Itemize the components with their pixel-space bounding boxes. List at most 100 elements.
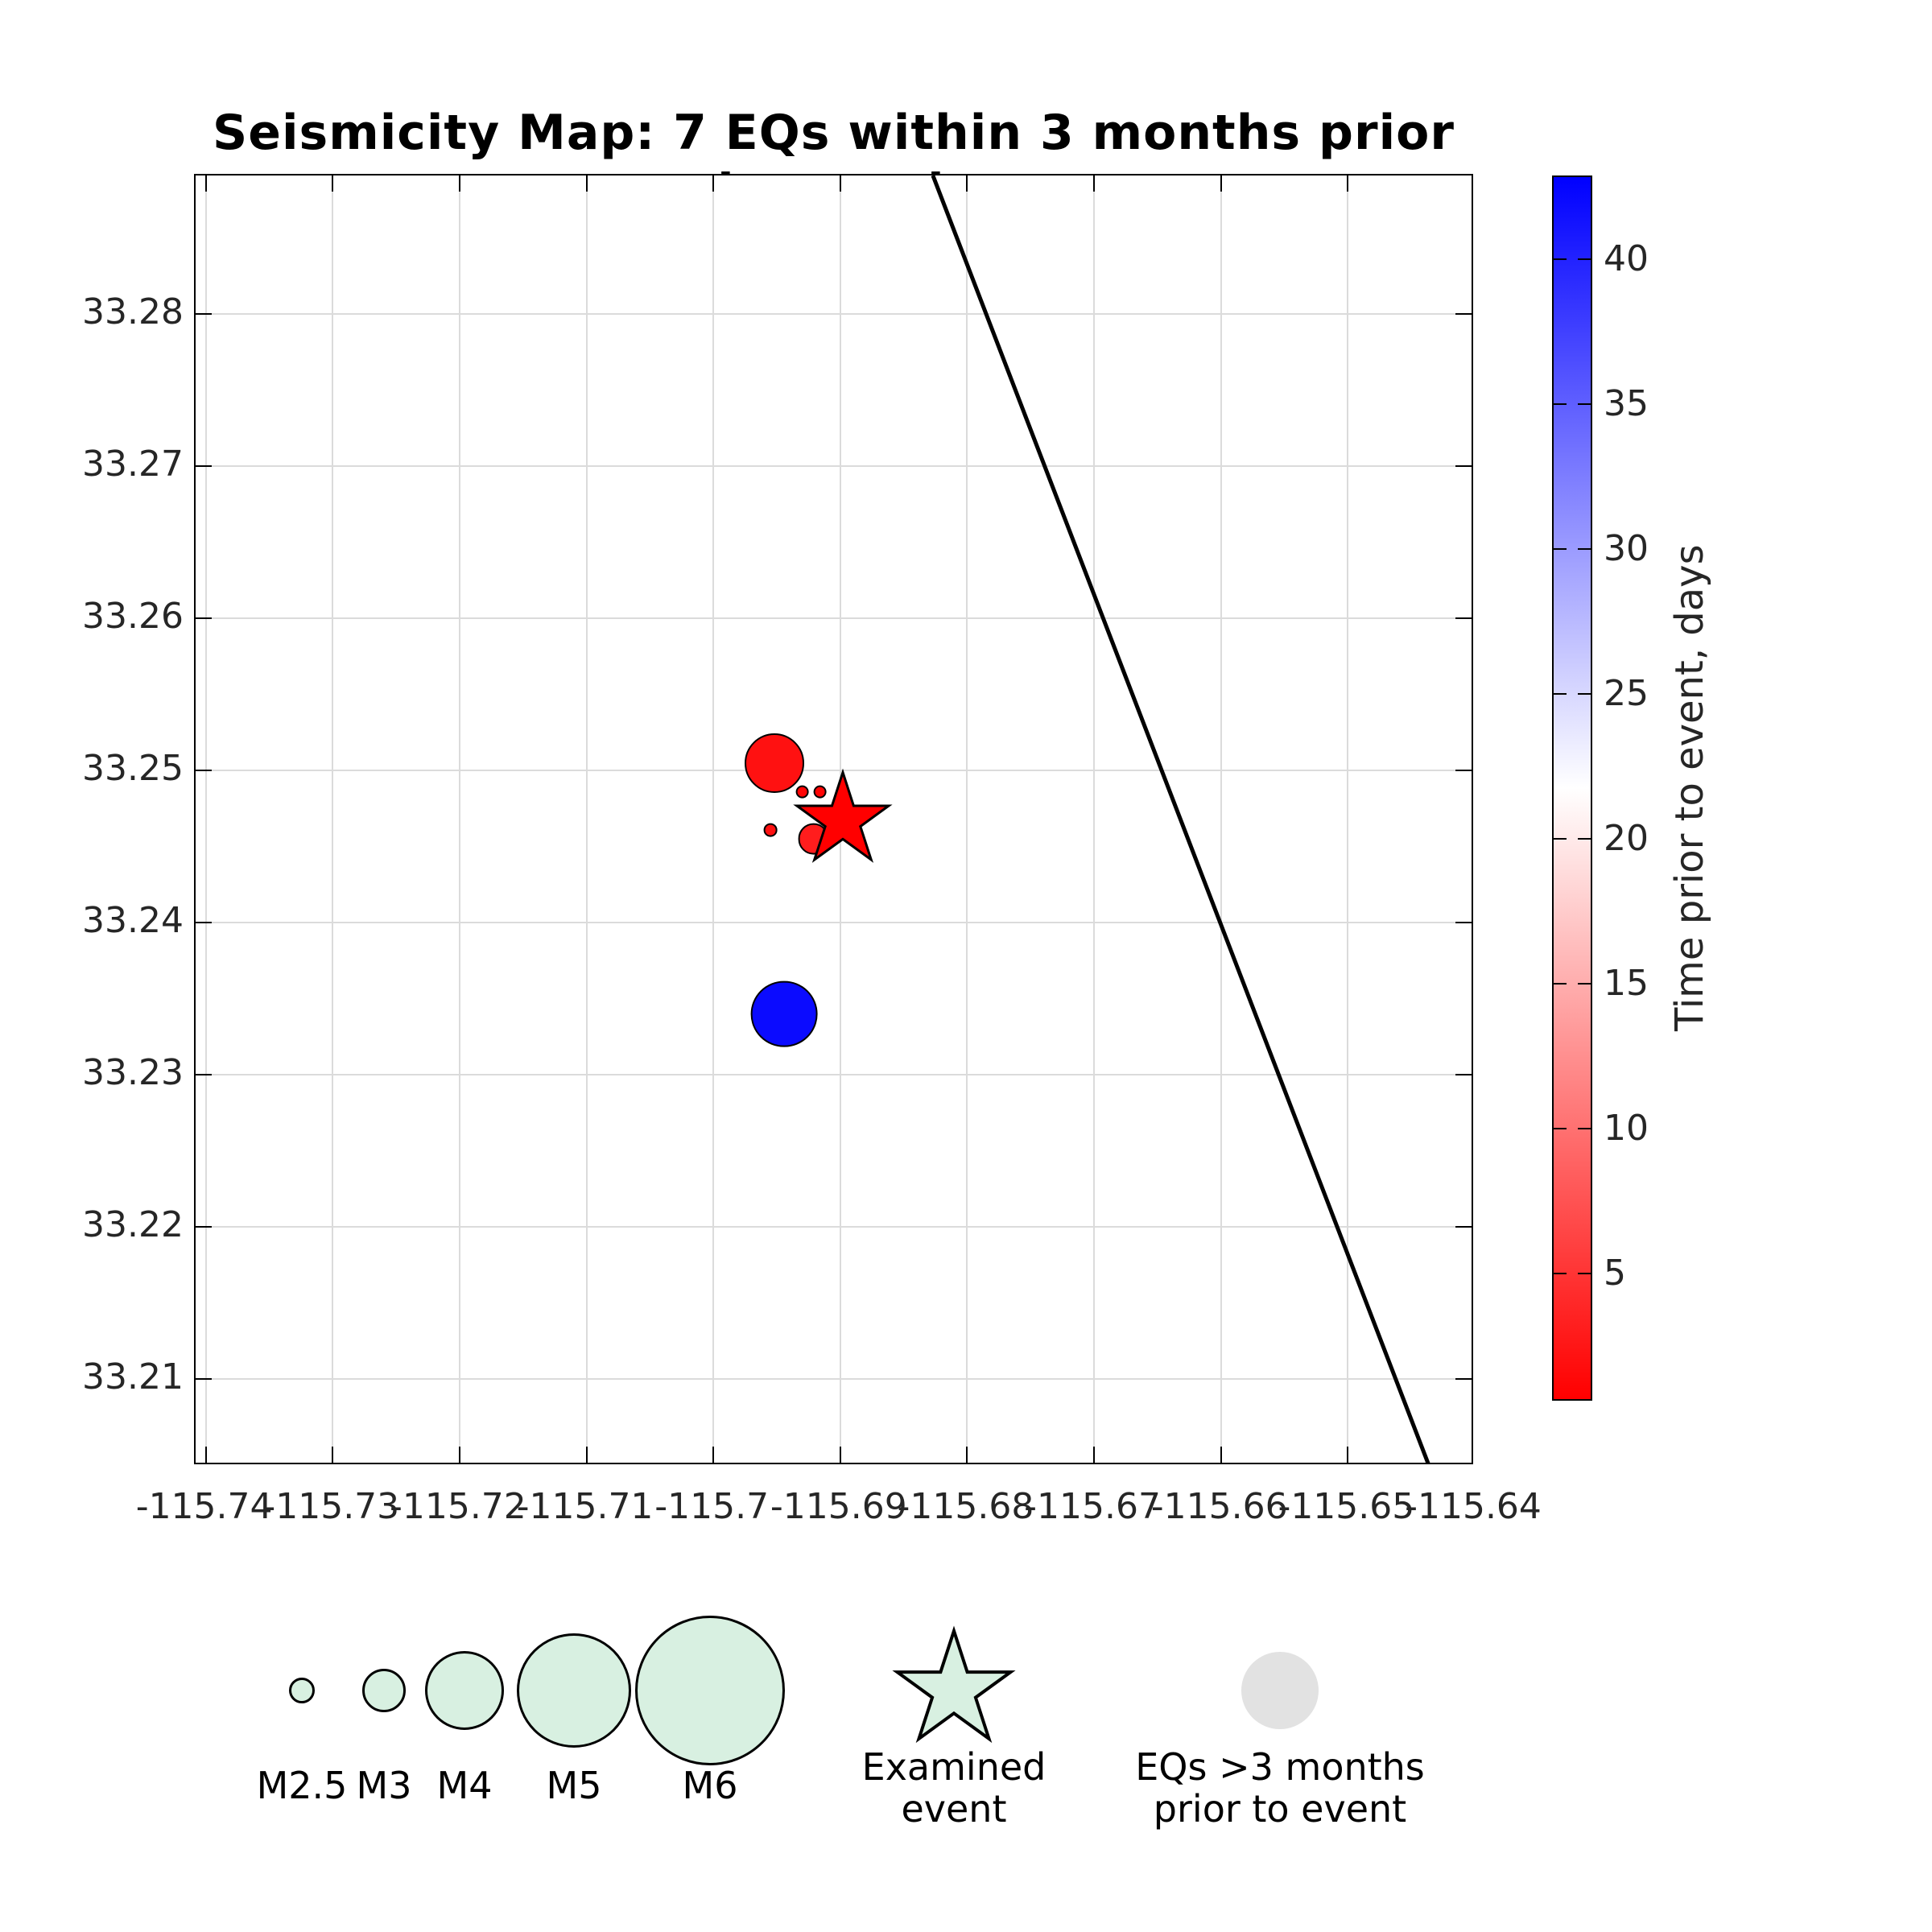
legend-old-eqs-circle [1241,1652,1319,1729]
colorbar-tick-mark [1578,258,1591,261]
gridline-horizontal [196,1226,1472,1228]
colorbar-tick-mark [1554,1127,1567,1129]
axis-tick-mark [1455,465,1472,468]
axis-tick-mark [1455,770,1472,772]
axis-tick-mark [1455,1378,1472,1381]
y-axis-tick-label: 33.25 [82,748,184,790]
fault-line-layer [931,175,1430,1463]
axis-tick-mark [196,465,212,468]
axis-tick-mark [332,175,334,192]
axis-tick-mark [1455,313,1472,316]
axis-tick-mark [712,175,715,192]
examined-event-layer [793,768,893,863]
legend-magnitude-circle [362,1669,406,1712]
gridline-horizontal [196,922,1472,924]
colorbar-tick-mark [1554,837,1567,840]
gridline-horizontal [196,770,1472,772]
y-axis-tick-label: 33.27 [82,444,184,485]
legend-old-eqs-label: EQs >3 months prior to event [1079,1746,1481,1830]
legend-magnitude-circle [517,1633,631,1748]
colorbar-tick-label: 40 [1604,238,1649,280]
axis-tick-mark [1220,175,1222,192]
earthquake-marker [744,733,804,793]
legend-old-eqs-label-line: prior to event [1153,1787,1407,1831]
legend-magnitude-circle [635,1616,785,1765]
earthquake-marker [795,785,809,799]
x-axis-tick-label: -115.64 [1405,1486,1542,1527]
axis-tick-mark [204,1447,207,1463]
gridline-vertical [332,175,334,1463]
y-axis-tick-label: 33.22 [82,1204,184,1246]
colorbar [1552,175,1592,1401]
colorbar-tick-label: 20 [1604,817,1649,859]
colorbar-tick-label: 30 [1604,528,1649,570]
colorbar-tick-label: 25 [1604,673,1649,715]
colorbar-tick-mark [1578,403,1591,406]
axis-tick-mark [1347,1447,1349,1463]
colorbar-tick-mark [1554,403,1567,406]
legend-old-eqs-label-line: EQs >3 months [1135,1745,1425,1789]
x-axis-tick-label: -115.7 [654,1486,770,1527]
axis-tick-mark [196,1378,212,1381]
colorbar-tick-label: 35 [1604,383,1649,425]
gridline-horizontal [196,617,1472,620]
earthquake-marker [763,823,778,837]
y-axis-tick-label: 33.28 [82,291,184,333]
colorbar-tick-mark [1554,982,1567,985]
axis-tick-mark [196,922,212,924]
magnitude-legend: M2.5 M3 M4 M5 M6 Examined event EQs >3 months pr… [0,1578,1932,1932]
x-axis-tick-label: -115.74 [135,1486,273,1527]
gridline-vertical [458,175,460,1463]
legend-magnitude-label: M6 [682,1764,738,1807]
colorbar-tick-mark [1554,693,1567,696]
axis-tick-mark [196,770,212,772]
axis-tick-mark [1455,617,1472,620]
colorbar-tick-mark [1578,693,1591,696]
colorbar-tick-mark [1554,1272,1567,1274]
earthquake-marker [751,980,818,1047]
fault-line [931,175,1430,1463]
legend-examined-star [892,1625,1016,1744]
x-axis-tick-label: -115.71 [516,1486,654,1527]
axis-tick-mark [966,1447,968,1463]
legend-magnitude-circle [289,1678,315,1703]
x-axis-tick-label: -115.67 [1024,1486,1161,1527]
axis-tick-mark [196,617,212,620]
legend-magnitude-label: M2.5 [256,1764,348,1807]
y-axis-tick-label: 33.21 [82,1356,184,1398]
y-axis-tick-label: 33.24 [82,900,184,942]
x-axis-tick-label: -115.69 [770,1486,907,1527]
axis-tick-mark [1347,175,1349,192]
axis-tick-mark [839,1447,841,1463]
axis-tick-mark [585,175,588,192]
gridline-vertical [585,175,588,1463]
axis-tick-mark [966,175,968,192]
colorbar-tick-mark [1578,982,1591,985]
colorbar-tick-label: 15 [1604,962,1649,1004]
axis-tick-mark [1455,1074,1472,1076]
x-axis-tick-label: -115.68 [897,1486,1034,1527]
x-axis-tick-label: -115.73 [262,1486,400,1527]
axis-tick-mark [839,175,841,192]
earthquake-marker [798,823,830,855]
axis-tick-mark [1455,1226,1472,1228]
legend-examined-label: Examined event [793,1746,1115,1830]
legend-examined-label-line: event [901,1787,1007,1831]
gridline-horizontal [196,465,1472,468]
gridline-vertical [204,175,207,1463]
colorbar-tick-label: 10 [1604,1107,1649,1149]
colorbar-tick-label: 5 [1604,1252,1626,1294]
legend-magnitude-circle [425,1651,504,1730]
colorbar-tick-mark [1578,548,1591,551]
colorbar-tick-mark [1578,837,1591,840]
axis-tick-mark [196,313,212,316]
x-axis-tick-label: -115.66 [1150,1486,1288,1527]
colorbar-tick-mark [1578,1127,1591,1129]
x-axis-tick-label: -115.65 [1278,1486,1415,1527]
gridline-vertical [712,175,715,1463]
axis-tick-mark [458,1447,460,1463]
legend-magnitude-label: M5 [546,1764,602,1807]
axis-tick-mark [712,1447,715,1463]
y-axis-tick-label: 33.26 [82,596,184,638]
